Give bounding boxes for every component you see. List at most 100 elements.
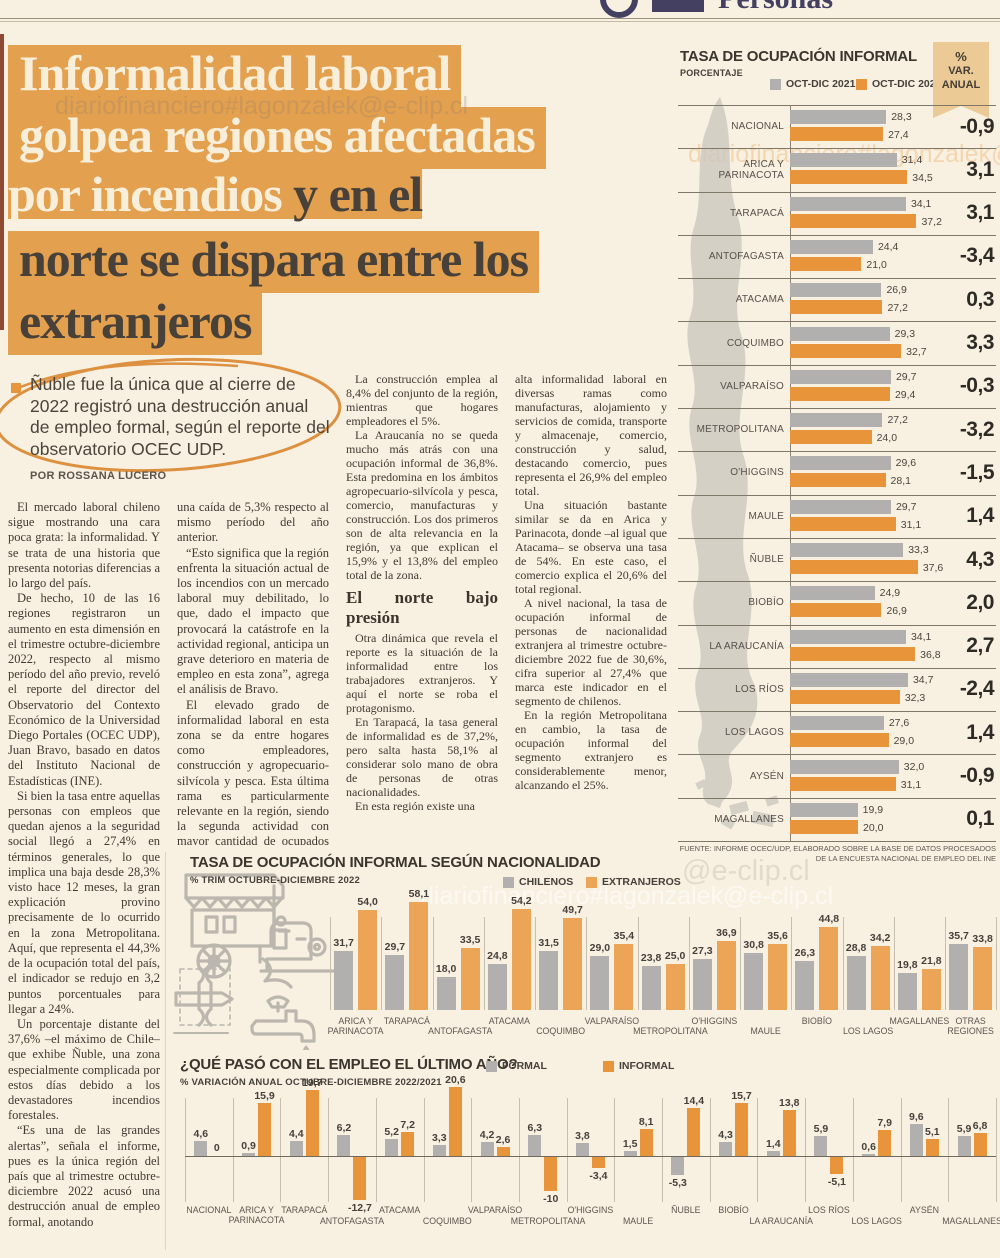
bar-chilenos: [590, 956, 610, 1010]
bar-value-chilenos: 18,0: [435, 962, 457, 975]
paragraph: El elevado grado de informalidad laboral…: [177, 697, 329, 845]
bar-extranjeros: [358, 909, 378, 1010]
group-separator: [948, 1098, 950, 1202]
bar-value-extranjeros: 33,5: [459, 933, 481, 946]
masthead-partial: Personas: [600, 0, 1000, 18]
bar-value-2021: 27,2: [887, 414, 908, 427]
bar-formal-value: 9,6: [909, 1110, 924, 1123]
category-label: MAGALLANES: [889, 1016, 950, 1026]
bar-oct-dic-2022: [790, 386, 890, 401]
bar-value-2021: 19,9: [862, 803, 884, 816]
bar-value-extranjeros: 21,8: [921, 955, 942, 968]
informal-row: LOS RÍOS 34,7 32,3 -2,4: [678, 668, 996, 713]
informal-row: ÑUBLE 33,3 37,6 4,3: [678, 538, 996, 583]
page-edge-strip: [0, 34, 4, 330]
bar-chilenos: [897, 973, 917, 1010]
bar-formal-value: 6,2: [336, 1122, 352, 1135]
bar-informal: [639, 1128, 653, 1156]
paragraph: De hecho, 10 de las 16 regiones registra…: [8, 591, 160, 788]
chart-title: TASA DE OCUPACIÓN INFORMAL: [680, 48, 918, 65]
chart-subtitle: % TRIM OCTUBRE-DICIEMBRE 2022: [190, 875, 360, 886]
bar-extranjeros: [460, 947, 480, 1010]
bar-formal-value: 4,6: [193, 1127, 209, 1140]
bar-oct-dic-2021: [790, 802, 858, 817]
bar-chilenos: [385, 954, 405, 1010]
bar-value-2022: 29,4: [894, 388, 916, 401]
var-anual-value: 1,4: [966, 720, 994, 744]
bar-oct-dic-2021: [790, 672, 908, 687]
bar-extranjeros: [768, 943, 788, 1010]
article-column-2: una caída de 5,3% respecto al mismo perí…: [177, 500, 329, 845]
category-label: BIOBÍO: [718, 1205, 749, 1215]
region-label: VALPARAÍSO: [720, 380, 784, 392]
bar-oct-dic-2021: [790, 196, 906, 211]
informal-row: VALPARAÍSO 29,7 29,4 -0,3: [678, 365, 996, 410]
bar-informal-value: 14,4: [683, 1094, 705, 1107]
informal-row: ARICA Y PARINACOTA 31,4 34,5 3,1: [678, 148, 996, 193]
informal-row: TARAPACÁ 34,1 37,2 3,1: [678, 192, 996, 236]
group-separator: [432, 917, 434, 1010]
bar-informal-value: -5,1: [827, 1176, 846, 1189]
paragraph: Si bien la tasa entre aquellas personas …: [8, 788, 160, 1016]
bar-value-chilenos: 35,7: [948, 929, 969, 942]
masthead-section-label: Personas: [718, 0, 833, 16]
bar-informal-value: 15,9: [254, 1089, 275, 1102]
bar-extranjeros: [819, 926, 839, 1010]
bar-informal: [687, 1107, 701, 1156]
bar-value-extranjeros: 35,4: [613, 930, 635, 943]
group-separator: [805, 1098, 807, 1202]
bar-oct-dic-2021: [790, 543, 904, 557]
bar-formal: [814, 1136, 828, 1156]
bar-extranjeros: [614, 944, 634, 1010]
bar-oct-dic-2022: [790, 689, 900, 704]
headline-line-4: norte se dispara entre los: [8, 231, 540, 293]
category-label: VALPARAÍSO: [467, 1205, 523, 1215]
bar-value-2021: 24,9: [879, 587, 901, 600]
chart-title: ¿QUÉ PASÓ CON EL EMPLEO EL ÚLTIMO AÑO?: [180, 1056, 518, 1073]
legend-label: FORMAL: [502, 1060, 547, 1072]
bar-chilenos: [539, 951, 559, 1010]
bar-value-2022: 31,1: [900, 518, 922, 531]
category-label: LOS RÍOS: [808, 1205, 850, 1215]
bar-value-2022: 26,9: [886, 605, 907, 618]
bar-formal-value: 4,4: [288, 1128, 304, 1141]
region-label: COQUIMBO: [726, 337, 784, 349]
category-label: O'HIGGINS: [567, 1205, 614, 1215]
region-label: LOS LAGOS: [724, 727, 784, 739]
bar-informal-value: 7,9: [877, 1116, 892, 1129]
legend-item-2022: OCT-DIC 2022: [856, 78, 941, 90]
category-label: OTRAS REGIONES: [947, 1016, 994, 1036]
legend-swatch-orange: [586, 876, 597, 888]
bar-informal-value: 13,8: [779, 1096, 800, 1109]
bar-informal-value: 5,1: [925, 1125, 940, 1138]
bar-formal-value: 6,3: [527, 1121, 543, 1134]
category-label: METROPOLITANA: [633, 1026, 708, 1036]
bar-value-chilenos: 24,8: [487, 949, 508, 962]
bar-value-extranjeros: 44,8: [818, 912, 840, 925]
informal-row: MAULE 29,7 31,1 1,4: [678, 495, 996, 539]
bar-value-extranjeros: 35,6: [767, 929, 788, 942]
group-separator: [662, 1098, 663, 1202]
chart-source: FUENTE: INFORME OCEC/UDP, ELABORADO SOBR…: [679, 844, 996, 864]
bar-informal: [353, 1157, 367, 1200]
bar-value-2021: 34,1: [910, 630, 932, 643]
masthead-rule: [0, 18, 1000, 19]
paragraph: En Tarapacá, la tasa general de informal…: [346, 715, 498, 799]
column-rule: [165, 852, 166, 1250]
group-separator: [423, 1098, 425, 1202]
bar-formal: [719, 1141, 733, 1156]
group-separator: [280, 1098, 282, 1202]
var-anual-value: -1,5: [959, 460, 995, 484]
bar-informal-value: 7,2: [400, 1118, 415, 1131]
chart-title: TASA DE OCUPACIÓN INFORMAL SEGÚN NACIONA…: [190, 854, 601, 871]
bar-oct-dic-2021: [790, 110, 887, 124]
bar-value-2021: 29,7: [895, 500, 917, 513]
var-anual-value: 0,1: [966, 807, 994, 831]
bar-formal: [671, 1157, 685, 1175]
var-anual-value: -2,4: [959, 677, 995, 701]
bar-formal: [242, 1152, 256, 1156]
bar-informal-value: 6,8: [972, 1120, 988, 1133]
byline: POR ROSSANA LUCERO: [30, 470, 167, 482]
paragraph: “Es una de las grandes alertas”, señala …: [8, 1123, 160, 1229]
informal-rate-chart: TASA DE OCUPACIÓN INFORMAL PORCENTAJE OC…: [678, 42, 996, 877]
